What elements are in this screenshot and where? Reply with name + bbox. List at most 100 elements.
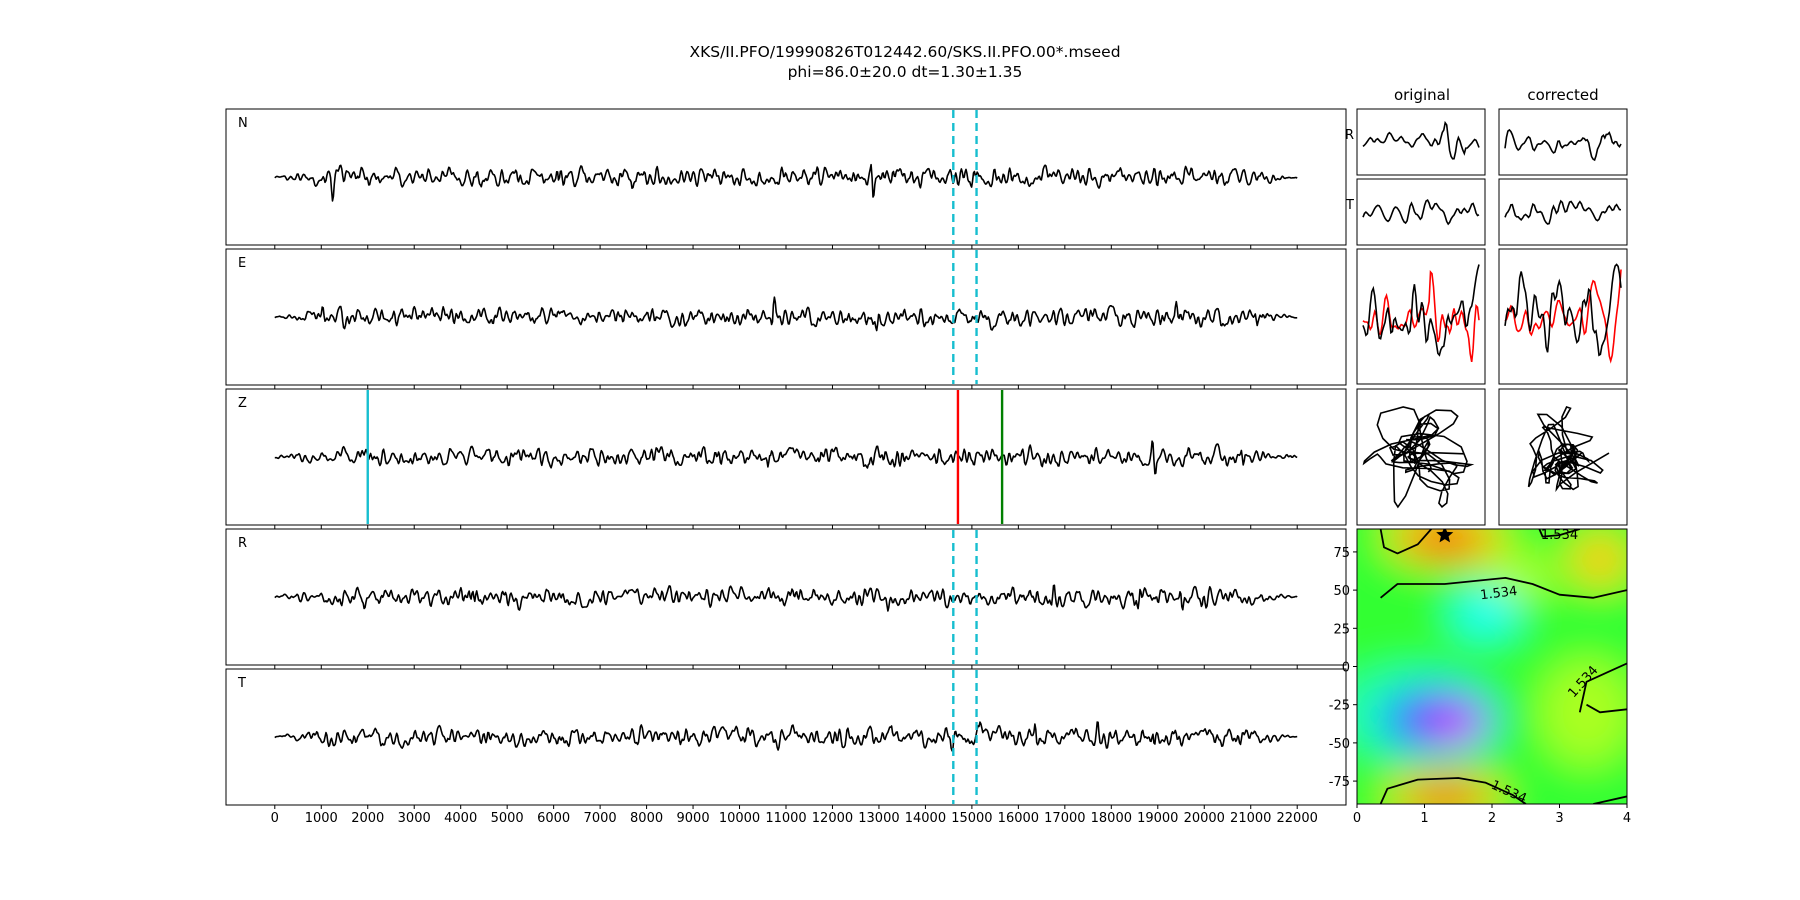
trace-panel-t: T xyxy=(225,668,1347,809)
small-panel-frame xyxy=(1498,108,1628,176)
x-tick-label: 17000 xyxy=(1044,811,1085,826)
panel-particle-motion-original xyxy=(1356,388,1486,526)
heatmap-axes: 0 1 2 3 4 75 50 25 0 -25 -50 -75 xyxy=(1329,546,1631,826)
contour-label: 1.534 xyxy=(1541,528,1578,543)
row-label-t: T xyxy=(1345,198,1354,213)
x-tick-label: 19000 xyxy=(1137,811,1178,826)
x-tick-label: 22000 xyxy=(1277,811,1318,826)
component-trace xyxy=(1504,199,1622,225)
panel-overlay-original xyxy=(1356,248,1486,385)
overlay-trace-black xyxy=(1362,264,1480,357)
component-trace xyxy=(1362,198,1480,226)
heatmap-y-tick-label: -75 xyxy=(1329,775,1350,790)
x-tick-label: 4000 xyxy=(444,811,477,826)
x-tick-label: 11000 xyxy=(765,811,806,826)
contour-line xyxy=(1380,577,1627,599)
x-tick-label: 3000 xyxy=(398,811,431,826)
panel-frame xyxy=(225,668,1347,806)
x-tick-label: 1000 xyxy=(305,811,338,826)
panel-T-corrected xyxy=(1498,178,1628,246)
particle-motion-path xyxy=(1527,406,1610,493)
heatmap-color-region xyxy=(1441,715,1476,734)
x-tick-label: 14000 xyxy=(905,811,946,826)
panel-T-original xyxy=(1356,178,1486,246)
comparison-panels xyxy=(1356,108,1628,526)
trace-panel-z: Z xyxy=(225,388,1347,529)
small-panel-frame xyxy=(1356,108,1486,176)
heatmap-y-tick-label: 0 xyxy=(1342,661,1350,676)
heatmap-y-tick-label: -25 xyxy=(1329,699,1350,714)
small-panel-frame xyxy=(1498,388,1628,526)
row-label-r: R xyxy=(1345,128,1354,143)
figure-title-line1: XKS/II.PFO/19990826T012442.60/SKS.II.PFO… xyxy=(689,43,1120,61)
x-tick-label: 6000 xyxy=(537,811,570,826)
contour-line xyxy=(1593,795,1627,804)
heatmap-y-tick-label: 25 xyxy=(1333,622,1350,637)
x-tick-label: 20000 xyxy=(1184,811,1225,826)
heatmap-color-region xyxy=(1451,588,1519,638)
heatmap-x-tick-label: 1 xyxy=(1420,811,1428,826)
heatmap-field xyxy=(1357,529,1627,804)
component-trace xyxy=(1504,128,1622,162)
x-tick-label: 21000 xyxy=(1230,811,1271,826)
heatmap-y-tick-label: 50 xyxy=(1333,584,1350,599)
heatmap-x-tick-label: 3 xyxy=(1555,811,1563,826)
overlay-trace-black xyxy=(1504,263,1622,357)
x-tick-label: 13000 xyxy=(858,811,899,826)
heatmap-color-region xyxy=(1407,784,1482,804)
panel-R-original xyxy=(1356,108,1486,176)
small-panel-frame xyxy=(1498,178,1628,246)
heatmap-x-tick-label: 0 xyxy=(1353,811,1361,826)
best-fit-star xyxy=(1436,529,1454,543)
x-tick-label: 12000 xyxy=(812,811,853,826)
contour-line xyxy=(1538,529,1581,538)
x-tick-label: 9000 xyxy=(677,811,710,826)
contour-line xyxy=(1586,703,1627,714)
small-panel-frame xyxy=(1498,248,1628,385)
column-title-original: original xyxy=(1394,86,1450,104)
column-title-corrected: corrected xyxy=(1527,86,1598,104)
panel-overlay-corrected xyxy=(1498,248,1628,385)
x-tick-label: 8000 xyxy=(630,811,663,826)
panel-frame xyxy=(225,528,1347,666)
trace-panel-e: E xyxy=(225,248,1347,389)
panel-particle-motion-corrected xyxy=(1498,388,1628,526)
small-panel-frame xyxy=(1356,178,1486,246)
panel-R-corrected xyxy=(1498,108,1628,176)
seismogram-panels: N E Z R T xyxy=(225,108,1347,809)
heatmap-y-tick-label: -50 xyxy=(1329,737,1350,752)
heatmap-color-region xyxy=(1569,532,1627,588)
x-tick-label: 15000 xyxy=(951,811,992,826)
heatmap-x-tick-label: 2 xyxy=(1488,811,1496,826)
panel-label: T xyxy=(237,676,246,691)
panel-label: Z xyxy=(238,396,247,411)
x-tick-label: 0 xyxy=(271,811,279,826)
waveform-trace xyxy=(274,721,1298,752)
component-trace xyxy=(1362,120,1480,160)
heatmap-color-region xyxy=(1424,529,1465,551)
heatmap-x-tick-label: 4 xyxy=(1623,811,1631,826)
figure-title-line2: phi=86.0±20.0 dt=1.30±1.35 xyxy=(788,63,1023,81)
x-tick-label: 7000 xyxy=(584,811,617,826)
trace-panel-r: R xyxy=(225,528,1347,669)
x-tick-label: 10000 xyxy=(719,811,760,826)
panel-label: E xyxy=(238,256,246,271)
waveform-trace xyxy=(274,163,1298,202)
time-x-axis: 0 1000 2000 3000 4000 5000 6000 7000 8000 9000 100… xyxy=(271,811,1318,826)
contour-line xyxy=(1379,777,1527,804)
panel-label: R xyxy=(238,536,247,551)
contour-line xyxy=(1578,662,1627,713)
best-fit-star-marker xyxy=(1436,529,1454,543)
particle-motion-path xyxy=(1362,406,1475,509)
x-tick-label: 2000 xyxy=(351,811,384,826)
x-tick-label: 18000 xyxy=(1091,811,1132,826)
waveform-trace xyxy=(274,584,1298,612)
heatmap-y-tick-label: 75 xyxy=(1333,546,1350,561)
x-tick-label: 16000 xyxy=(998,811,1039,826)
panel-frame xyxy=(225,388,1347,526)
heatmap-color-region xyxy=(1539,658,1627,766)
contour-label: 1.534 xyxy=(1479,584,1518,603)
heatmap-contours xyxy=(1379,529,1627,804)
